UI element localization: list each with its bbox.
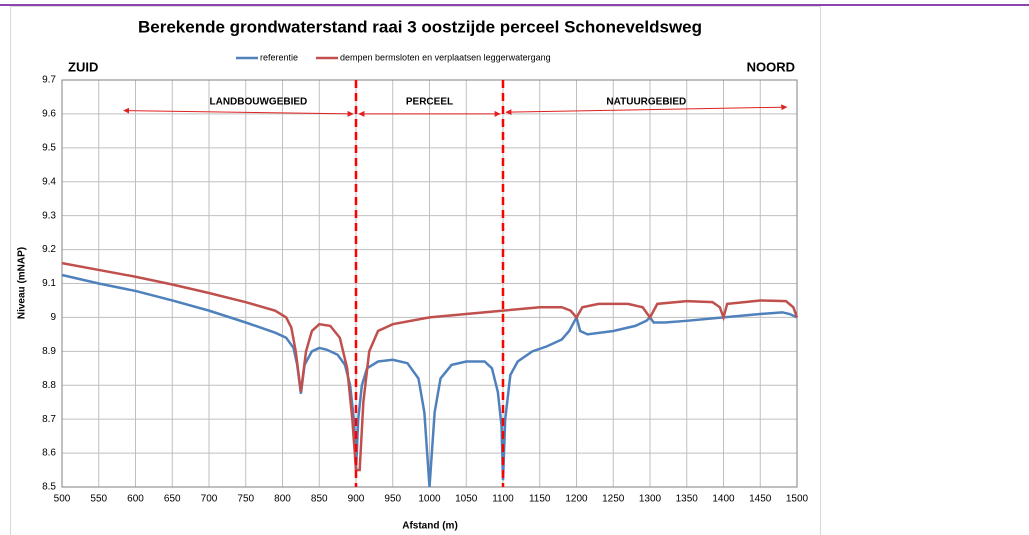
legend-label: dempen bermsloten en verplaatsen leggerw… bbox=[340, 52, 551, 62]
x-tick-label: 1150 bbox=[529, 494, 551, 505]
y-tick-label: 8.5 bbox=[42, 482, 56, 493]
y-tick-label: 9.6 bbox=[42, 109, 56, 120]
region-label: NATUURGEBIED bbox=[606, 97, 686, 108]
x-tick-label: 650 bbox=[164, 494, 181, 505]
y-tick-label: 9.5 bbox=[42, 142, 56, 153]
x-axis-label: Afstand (m) bbox=[402, 521, 458, 532]
x-tick-label: 700 bbox=[201, 494, 218, 505]
legend-label: referentie bbox=[260, 52, 298, 62]
x-tick-label: 1250 bbox=[602, 494, 625, 505]
y-tick-label: 8.9 bbox=[42, 346, 56, 357]
series-line bbox=[61, 261, 799, 472]
y-tick-label: 8.8 bbox=[42, 380, 56, 391]
y-tick-label: 9.3 bbox=[42, 210, 56, 221]
y-tick-label: 9.4 bbox=[42, 176, 56, 187]
region-arrow bbox=[123, 107, 354, 117]
region-arrow bbox=[505, 104, 788, 116]
y-tick-label: 8.6 bbox=[42, 448, 56, 459]
x-tick-label: 1350 bbox=[676, 494, 699, 505]
x-tick-label: 500 bbox=[54, 494, 71, 505]
region-label: LANDBOUWGEBIED bbox=[210, 97, 308, 108]
x-tick-label: 850 bbox=[311, 494, 328, 505]
corner-label: ZUID bbox=[68, 59, 98, 74]
x-tick-label: 1450 bbox=[749, 494, 772, 505]
x-tick-label: 1500 bbox=[786, 494, 809, 505]
x-tick-label: 550 bbox=[90, 494, 107, 505]
x-tick-label: 900 bbox=[348, 494, 365, 505]
corner-label: NOORD bbox=[747, 59, 795, 74]
x-tick-label: 600 bbox=[127, 494, 144, 505]
y-tick-label: 9.7 bbox=[42, 75, 56, 86]
y-tick-label: 9.2 bbox=[42, 244, 56, 255]
x-tick-label: 1050 bbox=[455, 494, 478, 505]
region-label: PERCEEL bbox=[406, 97, 453, 108]
x-tick-label: 950 bbox=[384, 494, 401, 505]
x-tick-label: 1000 bbox=[418, 494, 441, 505]
x-tick-label: 750 bbox=[237, 494, 254, 505]
y-axis-label: Niveau (mNAP) bbox=[17, 247, 28, 319]
chart-frame bbox=[10, 6, 821, 535]
x-tick-label: 1100 bbox=[492, 494, 514, 505]
x-tick-label: 1200 bbox=[565, 494, 588, 505]
x-tick-label: 800 bbox=[274, 494, 291, 505]
chart-title: Berekende grondwaterstand raai 3 oostzij… bbox=[138, 17, 702, 36]
x-tick-label: 1400 bbox=[712, 494, 735, 505]
y-tick-label: 8.7 bbox=[42, 414, 56, 425]
y-tick-label: 9 bbox=[50, 312, 56, 323]
y-tick-label: 9.1 bbox=[42, 278, 56, 289]
x-tick-label: 1300 bbox=[639, 494, 662, 505]
